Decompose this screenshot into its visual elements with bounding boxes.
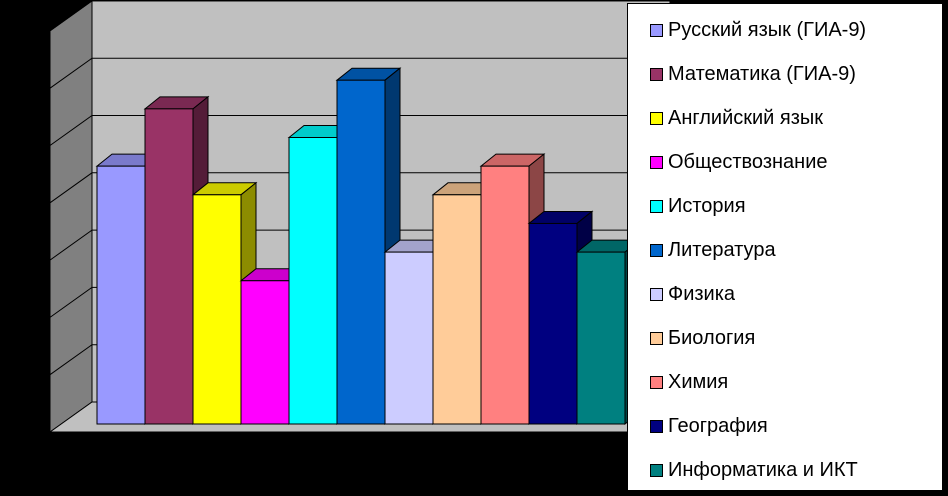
legend-label: История (668, 194, 746, 217)
bar-front (336, 79, 386, 425)
bar-front (576, 251, 626, 425)
legend-label: Английский язык (668, 106, 824, 129)
bar-front (240, 280, 290, 425)
bar-front (288, 137, 338, 425)
legend-swatch (650, 243, 663, 257)
legend-item: Английский язык (628, 96, 942, 140)
legend-item: Информатика и ИКТ (628, 448, 942, 492)
bar-front (192, 194, 242, 425)
legend-label: Русский язык (ГИА-9) (668, 18, 867, 41)
legend-item: География (628, 404, 942, 448)
legend-swatch (650, 111, 663, 125)
legend-swatch (650, 67, 663, 81)
legend-swatch (650, 155, 663, 169)
gridline (49, 57, 670, 89)
legend-item: Литература (628, 228, 942, 272)
legend-label: Химия (668, 370, 729, 393)
bar-front (384, 251, 434, 425)
legend: Русский язык (ГИА-9) Математика (ГИА-9) Ан… (627, 3, 943, 491)
legend-item: Химия (628, 360, 942, 404)
legend-item: Физика (628, 272, 942, 316)
legend-item: Русский язык (ГИА-9) (628, 8, 942, 52)
legend-label: Математика (ГИА-9) (668, 62, 856, 85)
legend-swatch (650, 375, 663, 389)
gridline (49, 172, 670, 204)
legend-label: Литература (668, 238, 776, 261)
gridline (49, 0, 670, 32)
bar-front (528, 222, 578, 425)
legend-label: Обществознание (668, 150, 828, 173)
legend-swatch (650, 463, 663, 477)
legend-label: Биология (668, 326, 756, 349)
bar-front (432, 194, 482, 425)
legend-label: География (668, 414, 768, 437)
legend-swatch (650, 331, 663, 345)
legend-item: Биология (628, 316, 942, 360)
bars (95, 67, 642, 426)
bar-front (144, 108, 194, 425)
legend-item: История (628, 184, 942, 228)
legend-item: Математика (ГИА-9) (628, 52, 942, 96)
legend-swatch (650, 419, 663, 433)
legend-label: Информатика и ИКТ (668, 458, 858, 481)
side-wall (49, 0, 93, 433)
legend-swatch (650, 199, 663, 213)
bar-front (96, 165, 146, 425)
bar-front (480, 165, 530, 425)
legend-label: Физика (668, 282, 736, 305)
legend-swatch (650, 23, 663, 37)
gridline (49, 115, 670, 146)
legend-item: Обществознание (628, 140, 942, 184)
legend-swatch (650, 287, 663, 301)
